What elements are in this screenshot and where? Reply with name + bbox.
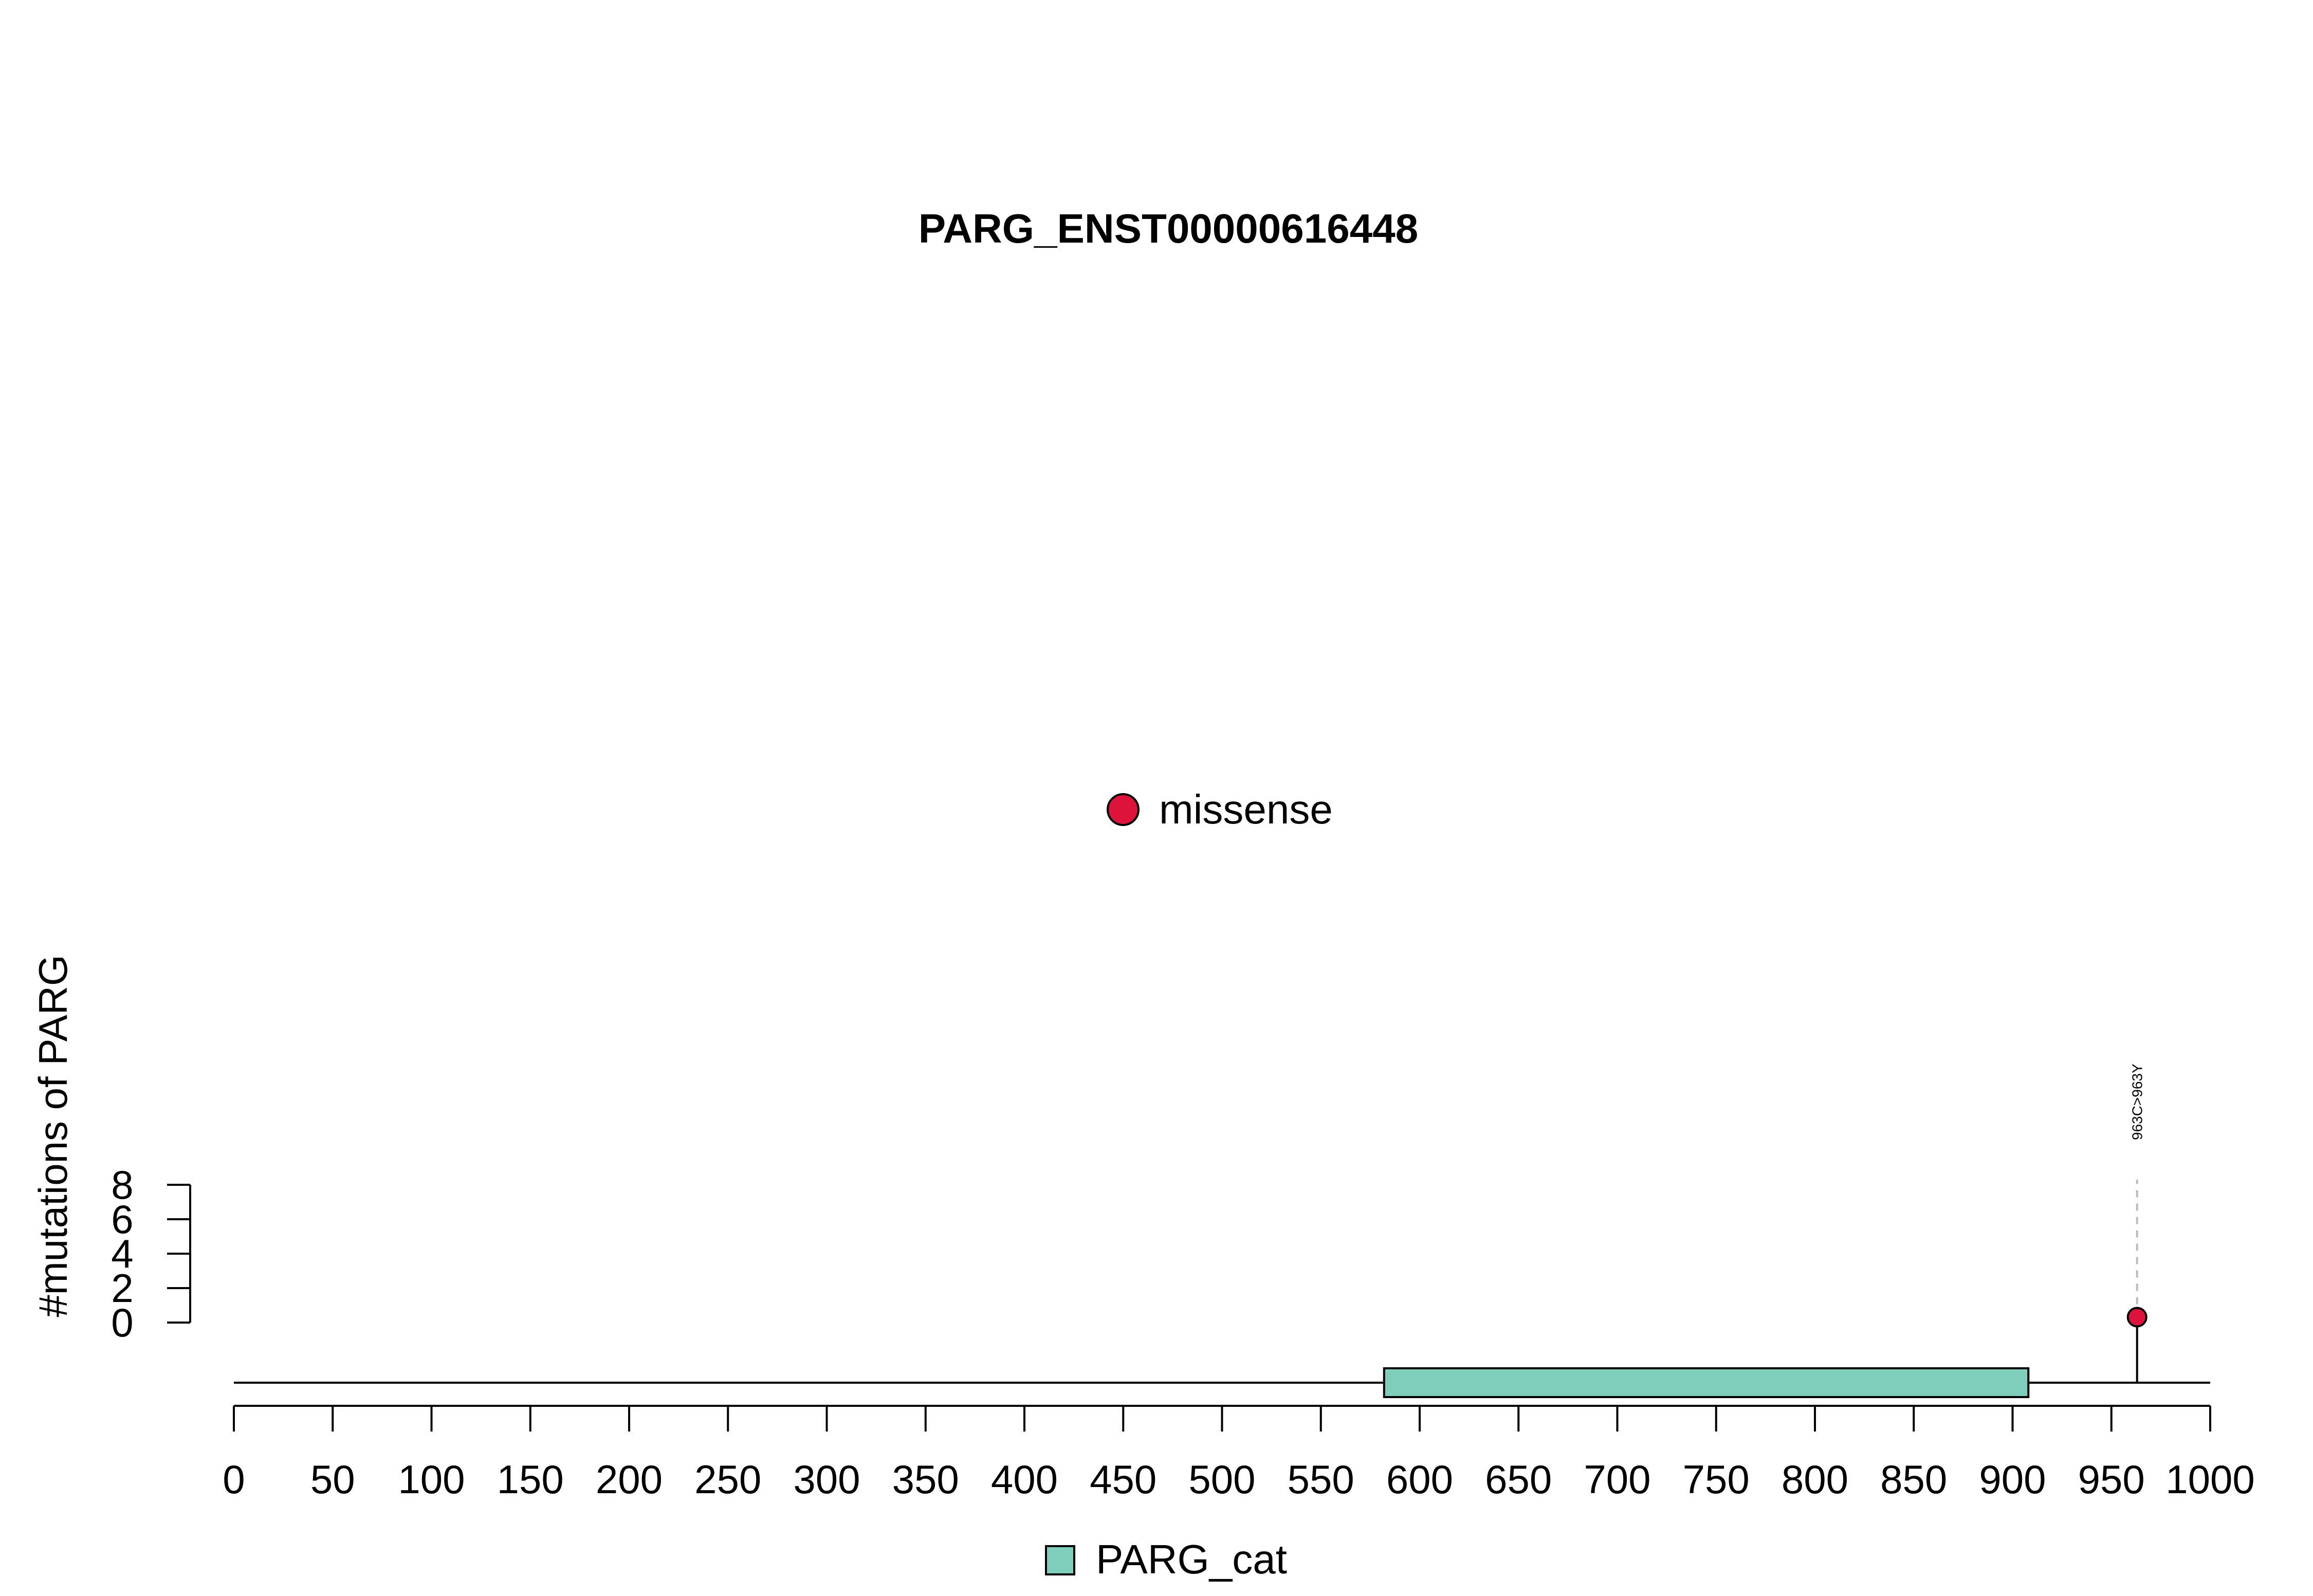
mutation-label: 963C>963Y [2130, 1063, 2145, 1140]
x-tick-label: 0 [223, 1457, 245, 1502]
mutations-layer: 963C>963Y [2126, 1063, 2147, 1383]
domain-parg-cat [1383, 1367, 2030, 1398]
domain-legend: PARG_cat [1045, 1536, 1287, 1582]
legend-domain-swatch [1045, 1545, 1075, 1575]
x-tick-label: 500 [1188, 1457, 1255, 1502]
legend-domain-label: PARG_cat [1096, 1536, 1287, 1582]
x-tick-label: 900 [1979, 1457, 2046, 1502]
x-tick-label: 200 [596, 1457, 663, 1502]
mutation-point [2126, 1307, 2147, 1328]
x-tick-label: 300 [793, 1457, 860, 1502]
y-tick-label: 0 [111, 1300, 133, 1345]
x-tick-label: 350 [892, 1457, 959, 1502]
x-tick-label: 100 [398, 1457, 465, 1502]
y-axis-label: #mutations of PARG [30, 955, 76, 1317]
y-tick-label: 8 [111, 1162, 133, 1207]
x-tick-label: 600 [1386, 1457, 1453, 1502]
x-tick-label: 800 [1782, 1457, 1848, 1502]
protein-track [234, 1367, 2210, 1398]
chart-title: PARG_ENST00000616448 [919, 206, 1418, 251]
x-tick-label: 550 [1288, 1457, 1354, 1502]
y-tick-label: 4 [111, 1231, 133, 1276]
x-tick-label: 150 [497, 1457, 564, 1502]
x-axis: 0 50 100 150 200 250 300 350 400 450 500 550 600 650 7… [223, 1405, 2255, 1502]
x-tick-label: 250 [694, 1457, 761, 1502]
x-tick-label: 750 [1683, 1457, 1750, 1502]
y-tick-label: 2 [111, 1265, 133, 1311]
x-tick-label: 450 [1090, 1457, 1156, 1502]
y-tick-label: 6 [111, 1197, 133, 1242]
legend-missense-swatch [1107, 793, 1140, 826]
x-tick-label: 950 [2078, 1457, 2145, 1502]
x-tick-label: 850 [1880, 1457, 1947, 1502]
legend-mutation-label: missense [1159, 786, 1333, 832]
x-tick-label: 400 [991, 1457, 1058, 1502]
x-tick-label: 700 [1584, 1457, 1650, 1502]
x-tick-label: 50 [310, 1457, 355, 1502]
x-tick-label: 1000 [2165, 1457, 2255, 1502]
mutation-legend: missense [1107, 786, 1333, 832]
x-tick-label: 650 [1485, 1457, 1552, 1502]
